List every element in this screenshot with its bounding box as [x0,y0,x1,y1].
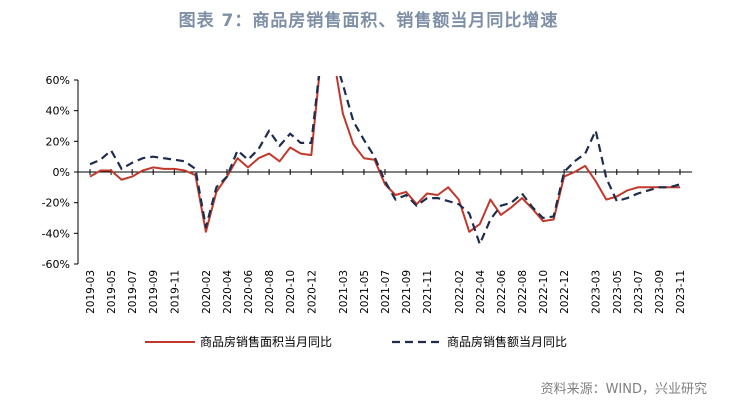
x-tick-label: 2020-12 [306,270,318,314]
x-tick-label: 2020-08 [264,270,276,314]
x-tick-label: 2023-09 [654,270,666,314]
x-tick-label: 2022-06 [496,270,508,314]
x-tick-label: 2020-02 [201,270,213,314]
x-tick-label: 2019-07 [127,270,139,314]
chart-title: 图表 7：商品房销售面积、销售额当月同比增速 [178,11,559,31]
x-tick-label: 2021-11 [422,270,434,314]
series-line-sales [89,76,681,246]
x-tick-label: 2023-05 [612,270,624,314]
y-tick-label: 60% [46,74,70,87]
x-tick-label: 2022-08 [517,270,529,314]
series-line-area [89,76,680,233]
y-tick-label: 0% [53,166,70,179]
y-tick-label: 40% [46,105,70,118]
x-tick-label: 2019-03 [85,270,97,314]
x-tick-label: 2020-04 [222,270,234,314]
y-tick-label: -20% [42,197,70,210]
x-tick-label: 2023-07 [633,270,645,314]
x-tick-label: 2021-05 [359,270,371,314]
x-tick-label: 2021-09 [401,270,413,314]
y-tick-label: -40% [42,227,70,240]
x-tick-label: 2023-11 [675,270,687,314]
x-tick-label: 2021-07 [380,270,392,314]
legend-label-sales: 商品房销售额当月同比 [447,334,567,349]
x-tick-label: 2019-05 [106,270,118,314]
x-tick-label: 2019-11 [169,270,181,314]
source-note: 资料来源：WIND，兴业研究 [540,382,707,397]
x-tick-label: 2022-12 [559,270,571,314]
x-tick-label: 2022-02 [454,270,466,314]
x-tick-label: 2022-10 [538,270,550,314]
x-tick-label: 2020-10 [285,270,297,314]
x-tick-label: 2019-09 [148,270,160,314]
x-tick-label: 2022-04 [475,270,487,314]
y-tick-label: -60% [42,258,70,271]
legend-label-area: 商品房销售面积当月同比 [200,334,332,349]
x-tick-label: 2021-03 [338,270,350,314]
x-tick-label: 2023-03 [591,270,603,314]
y-tick-label: 20% [46,135,70,148]
x-tick-label: 2020-06 [243,270,255,314]
